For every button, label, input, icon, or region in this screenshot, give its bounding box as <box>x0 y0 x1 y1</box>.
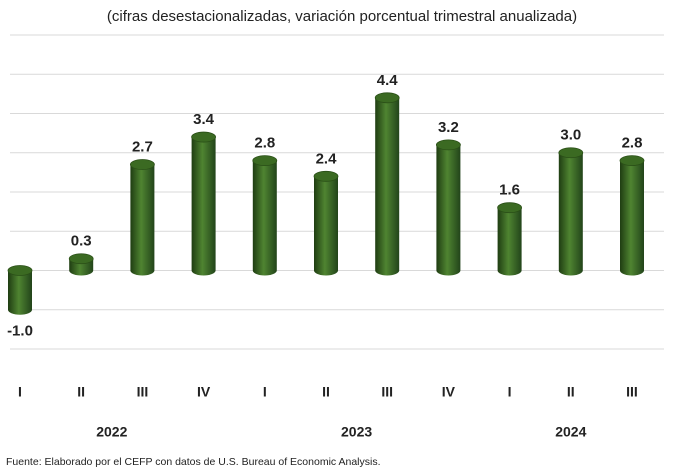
bar-body <box>314 176 338 276</box>
bar-top <box>252 155 278 167</box>
data-label: 1.6 <box>499 182 520 199</box>
bar-body <box>252 160 277 276</box>
bar <box>558 147 584 276</box>
bar-top <box>313 170 339 182</box>
bar-body <box>375 97 400 276</box>
x-tick-label: III <box>381 384 393 400</box>
bar-top <box>558 147 584 159</box>
data-label: 3.2 <box>438 119 459 136</box>
bar-top <box>7 265 33 276</box>
data-label: 2.4 <box>316 150 338 167</box>
bar-top <box>619 155 645 167</box>
x-tick-label: I <box>508 384 512 400</box>
bar-body <box>497 207 522 276</box>
x-tick-label: IV <box>197 384 211 400</box>
bar-body <box>130 164 155 276</box>
bar-top <box>191 131 217 143</box>
data-label: 3.0 <box>560 127 581 144</box>
data-label: 3.4 <box>193 111 215 128</box>
bar <box>313 170 339 276</box>
bar-top <box>497 202 523 214</box>
data-label: 0.3 <box>71 233 92 250</box>
group-label: 2023 <box>341 424 372 440</box>
bar <box>252 155 278 276</box>
bar <box>497 202 523 276</box>
bar-top <box>435 139 461 151</box>
bar <box>7 265 33 315</box>
x-tick-label: IV <box>442 384 456 400</box>
source-note: Fuente: Elaborado por el CEFP con datos … <box>6 456 381 468</box>
bar <box>374 92 400 276</box>
bar-top <box>374 92 400 104</box>
bar <box>129 159 155 276</box>
bar-body <box>8 270 32 315</box>
x-tick-label: I <box>18 384 22 400</box>
bar <box>191 131 217 276</box>
x-tick-label: II <box>567 384 575 400</box>
data-label: -1.0 <box>7 323 33 340</box>
data-label: 2.8 <box>622 135 643 152</box>
bar <box>435 139 461 276</box>
data-label: 2.7 <box>132 138 153 155</box>
bar-top <box>129 159 155 170</box>
bar-body <box>620 160 644 276</box>
data-label: 4.4 <box>377 72 399 89</box>
data-label: 2.8 <box>254 135 275 152</box>
chart-subtitle: (cifras desestacionalizadas, variación p… <box>107 8 577 25</box>
bar-top <box>68 253 94 265</box>
bar <box>619 155 645 276</box>
group-label: 2022 <box>96 424 127 440</box>
x-tick-label: I <box>263 384 267 400</box>
x-tick-label: II <box>77 384 85 400</box>
bar <box>68 253 94 276</box>
group-label: 2024 <box>555 424 586 440</box>
x-tick-label: III <box>626 384 638 400</box>
x-tick-label: II <box>322 384 330 400</box>
bar-body <box>558 152 583 276</box>
bar-body <box>436 144 461 276</box>
bar-body <box>191 137 216 276</box>
x-tick-label: III <box>137 384 149 400</box>
